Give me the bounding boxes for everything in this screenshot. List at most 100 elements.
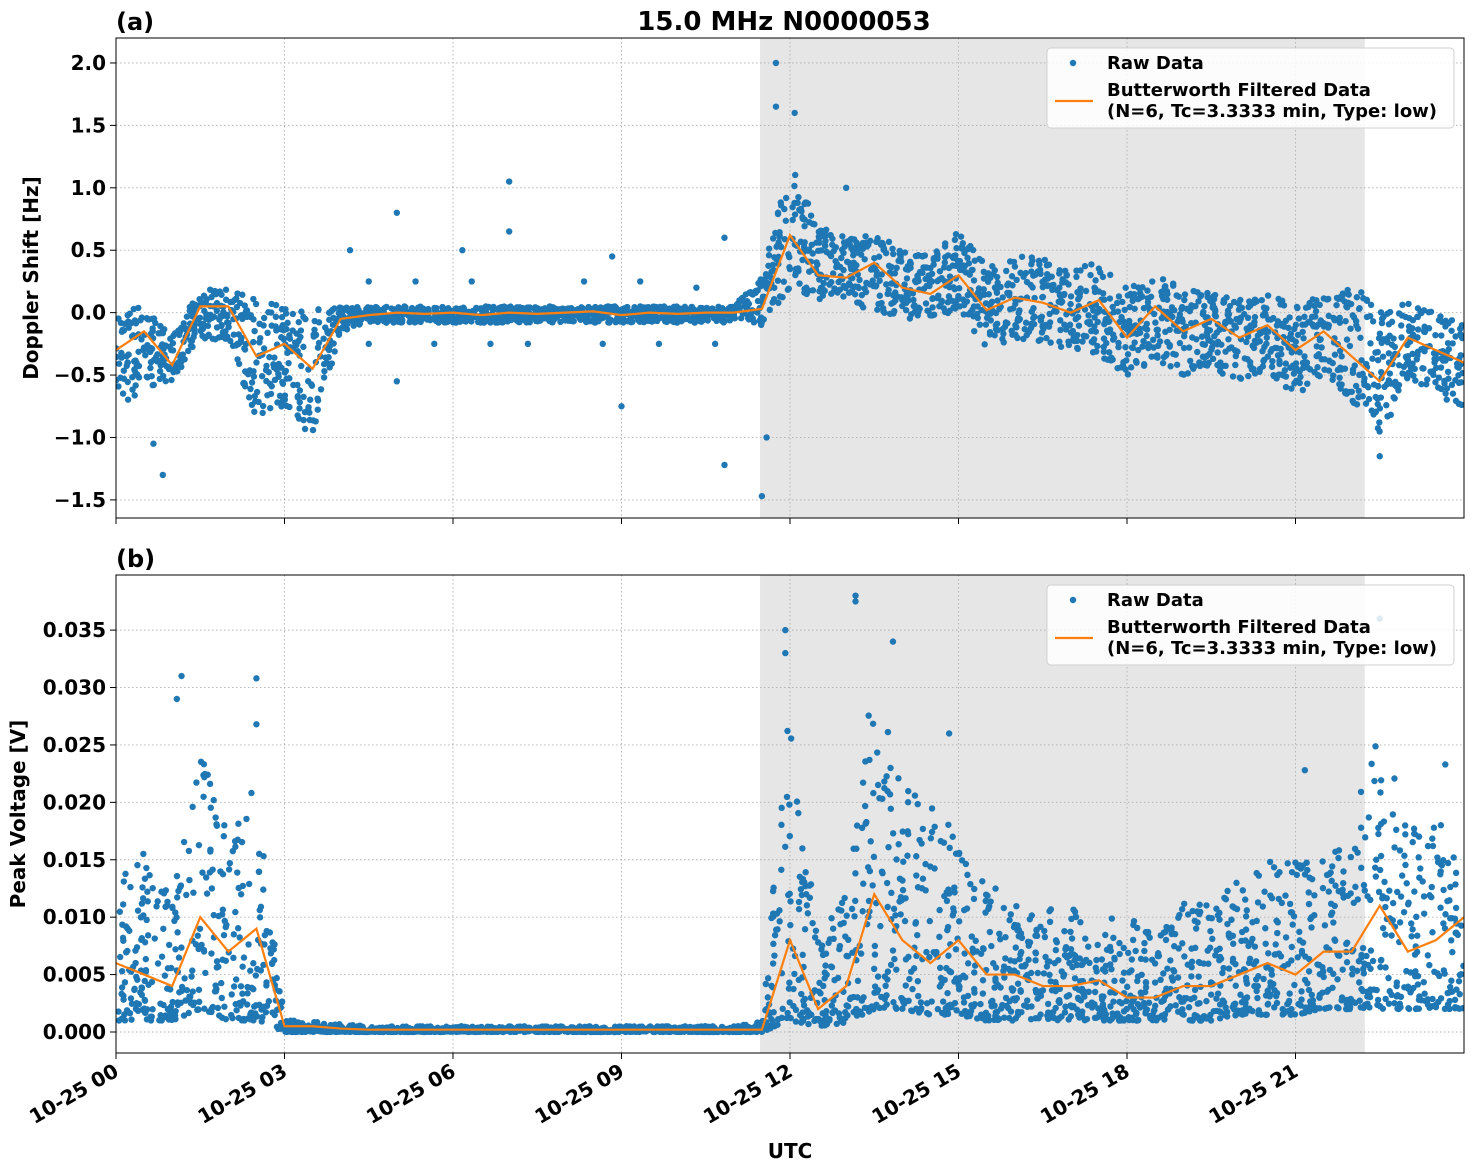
raw-data-point	[784, 794, 790, 800]
raw-data-point	[905, 831, 911, 837]
raw-data-point	[802, 996, 808, 1002]
raw-data-point	[820, 280, 826, 286]
raw-data-point	[885, 729, 891, 735]
raw-data-point	[885, 844, 891, 850]
raw-data-point	[475, 319, 481, 325]
raw-data-point	[817, 296, 823, 302]
y-tick-label: 0.015	[43, 848, 106, 872]
raw-data-outlier	[160, 472, 166, 478]
raw-data-point	[835, 975, 841, 981]
raw-data-point	[1197, 293, 1203, 299]
raw-data-point	[173, 368, 179, 374]
raw-data-point	[905, 788, 911, 794]
raw-data-point	[180, 351, 186, 357]
raw-data-point	[233, 976, 239, 982]
raw-data-point	[1219, 370, 1225, 376]
raw-data-point	[874, 749, 880, 755]
raw-data-point	[189, 967, 195, 973]
raw-data-point	[786, 979, 792, 985]
raw-data-point	[603, 304, 609, 310]
raw-data-point	[1010, 986, 1016, 992]
raw-data-point	[1222, 363, 1228, 369]
raw-data-point	[1414, 356, 1420, 362]
raw-data-point	[204, 890, 210, 896]
raw-data-point	[318, 386, 324, 392]
raw-data-point	[895, 775, 901, 781]
raw-data-point	[796, 207, 802, 213]
raw-data-point	[1252, 370, 1258, 376]
raw-data-point	[486, 304, 492, 310]
raw-data-point	[1164, 288, 1170, 294]
raw-data-point	[941, 893, 947, 899]
raw-data-point	[159, 953, 165, 959]
raw-data-point	[783, 218, 789, 224]
raw-data-outlier	[609, 253, 615, 259]
raw-data-point	[178, 944, 184, 950]
raw-data-point	[125, 396, 131, 402]
raw-data-point	[765, 975, 771, 981]
raw-data-point	[1245, 304, 1251, 310]
raw-data-point	[273, 366, 279, 372]
raw-data-point	[817, 287, 823, 293]
y-tick-label: 0.035	[43, 618, 106, 642]
raw-data-point	[882, 983, 888, 989]
raw-data-point	[1154, 354, 1160, 360]
raw-data-point	[1092, 277, 1098, 283]
raw-data-point	[891, 956, 897, 962]
raw-data-point	[1039, 314, 1045, 320]
raw-data-point	[1177, 340, 1183, 346]
raw-data-point	[150, 328, 156, 334]
raw-data-point	[957, 258, 963, 264]
raw-data-point	[383, 304, 389, 310]
raw-data-point	[218, 980, 224, 986]
raw-data-point	[783, 195, 789, 201]
raw-data-point	[788, 735, 794, 741]
raw-data-point	[472, 1028, 478, 1034]
raw-data-outlier	[469, 278, 475, 284]
raw-data-point	[120, 935, 126, 941]
raw-data-point	[1133, 358, 1139, 364]
raw-data-point	[232, 909, 238, 915]
raw-data-point	[296, 319, 302, 325]
raw-data-point	[1216, 363, 1222, 369]
raw-data-point	[1351, 400, 1357, 406]
raw-data-point	[253, 359, 259, 365]
raw-data-point	[1348, 301, 1354, 307]
raw-data-point	[165, 965, 171, 971]
raw-data-point	[778, 822, 784, 828]
raw-data-point	[839, 233, 845, 239]
raw-data-point	[929, 312, 935, 318]
raw-data-point	[267, 945, 273, 951]
raw-data-point	[869, 882, 875, 888]
raw-data-point	[914, 932, 920, 938]
y-tick-label: −1.0	[54, 425, 106, 449]
raw-data-point	[133, 320, 139, 326]
raw-data-point	[146, 872, 152, 878]
raw-data-point	[899, 877, 905, 883]
raw-data-point	[995, 982, 1001, 988]
raw-data-point	[853, 846, 859, 852]
raw-data-point	[149, 885, 155, 891]
raw-data-point	[1044, 282, 1050, 288]
raw-data-point	[859, 908, 865, 914]
raw-data-point	[1438, 364, 1444, 370]
raw-data-outlier	[412, 278, 418, 284]
raw-data-point	[961, 311, 967, 317]
raw-data-outlier	[459, 247, 465, 253]
raw-data-point	[1188, 320, 1194, 326]
raw-data-point	[979, 878, 985, 884]
raw-data-point	[181, 975, 187, 981]
raw-data-point	[800, 1016, 806, 1022]
raw-data-point	[295, 394, 301, 400]
raw-data-point	[135, 1008, 141, 1014]
raw-data-point	[118, 991, 124, 997]
raw-data-point	[705, 317, 711, 323]
raw-data-point	[1134, 331, 1140, 337]
raw-data-point	[211, 912, 217, 918]
raw-data-point	[249, 379, 255, 385]
raw-data-point	[283, 326, 289, 332]
raw-data-point	[839, 900, 845, 906]
raw-data-point	[662, 305, 668, 311]
raw-data-point	[117, 909, 123, 915]
